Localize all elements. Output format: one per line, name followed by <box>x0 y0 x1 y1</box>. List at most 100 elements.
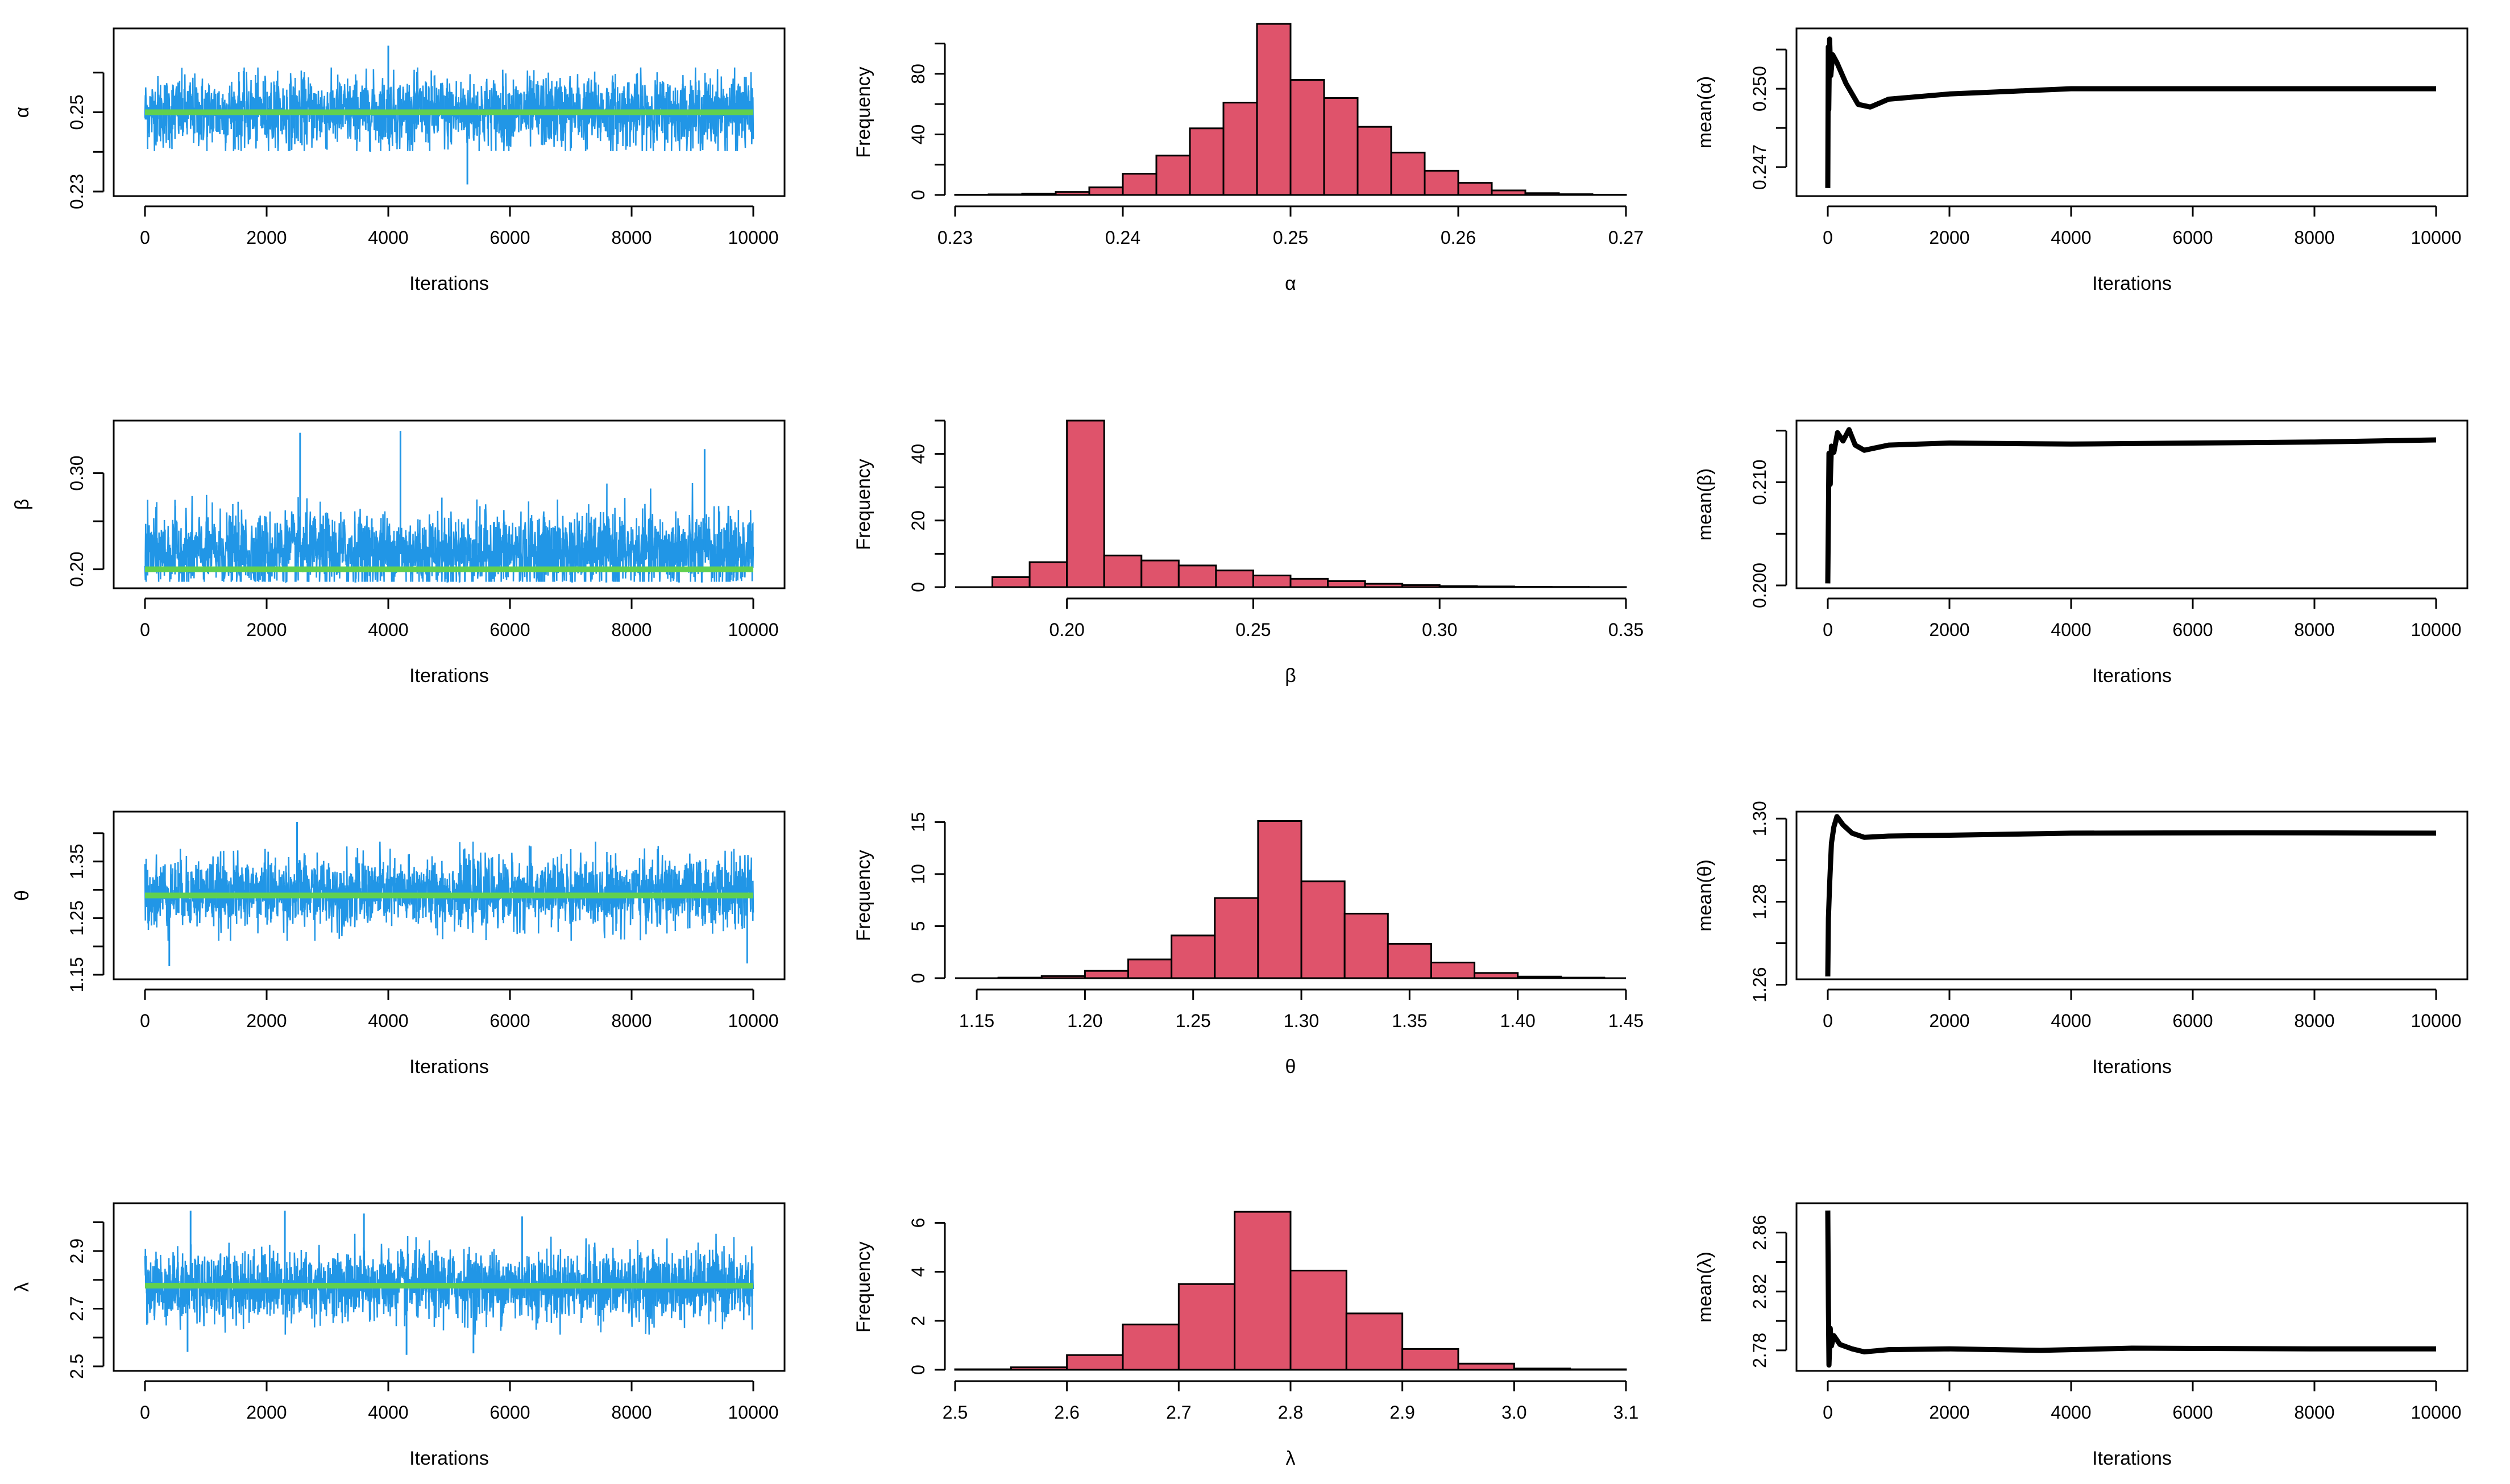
histogram-bar <box>991 576 1031 588</box>
running-mean-y-axis-label: mean(α) <box>1694 76 1716 148</box>
trace-line <box>144 67 754 152</box>
hist-1-y-tick-label: 0 <box>908 582 928 592</box>
hist-2-y-tick-label: 5 <box>908 921 928 932</box>
histogram-bar <box>1474 972 1519 979</box>
trace-3-y-tick-label: 2.5 <box>67 1354 87 1379</box>
histogram-bar <box>1257 820 1302 979</box>
mean-1-x-tick-label: 4000 <box>2051 620 2091 640</box>
histogram-bar <box>1387 943 1432 979</box>
trace-2-x-tick-label: 8000 <box>611 1011 652 1031</box>
trace-plot-frame <box>113 27 786 197</box>
histogram-bar <box>1177 564 1217 588</box>
trace-2-x-tick-label: 0 <box>140 1011 150 1031</box>
histogram-bar <box>1122 173 1157 196</box>
running-mean-y-axis-label: mean(λ) <box>1694 1252 1716 1323</box>
mean-3-x-tick-label: 2000 <box>1929 1402 1969 1423</box>
histogram-bar <box>1010 1366 1068 1371</box>
histogram-bar <box>1300 880 1346 979</box>
hist-0-y-tick-label: 80 <box>908 64 928 84</box>
mean-0-x-tick-label: 2000 <box>1929 227 1969 248</box>
trace-line <box>144 1233 754 1335</box>
mean-0-y-tick-label: 0.250 <box>1749 66 1770 111</box>
mean-3-x-tick-label: 0 <box>1823 1402 1833 1423</box>
histogram-bar <box>1256 23 1292 196</box>
histogram-bar <box>1323 97 1359 196</box>
mean-1-x-tick-label: 10000 <box>2411 620 2462 640</box>
mean-1-y-tick-label: 0.200 <box>1749 563 1770 608</box>
hist-1-x-tick-label: 0.30 <box>1422 620 1457 640</box>
trace-2-x-tick-label: 2000 <box>246 1011 287 1031</box>
mean-3-y-tick-label: 2.78 <box>1749 1333 1770 1368</box>
histogram-x-axis-label: β <box>1285 665 1296 687</box>
trace-3-x-tick-label: 4000 <box>368 1402 408 1423</box>
trace-3-x-tick-label: 10000 <box>728 1402 779 1423</box>
hist-1-x-tick-label: 0.25 <box>1235 620 1271 640</box>
hist-3-x-tick-label: 2.9 <box>1389 1402 1414 1423</box>
trace-0-x-tick-label: 8000 <box>611 227 652 248</box>
histogram-bar <box>954 1368 1012 1371</box>
trace-0-x-tick-label: 2000 <box>246 227 287 248</box>
histogram-bar <box>988 193 1023 196</box>
histogram-y-axis-label: Frequency <box>853 459 874 550</box>
hist-2-x-tick-label: 1.20 <box>1067 1011 1102 1031</box>
histogram-bar <box>1177 1283 1236 1371</box>
mean-2-x-tick-label: 4000 <box>2051 1011 2091 1031</box>
trace-1-x-tick-label: 4000 <box>368 620 408 640</box>
hist-1-y-tick-label: 20 <box>908 510 928 531</box>
mean-1-x-tick-label: 6000 <box>2172 620 2213 640</box>
histogram-bar <box>1517 975 1562 979</box>
hist-3-x-tick-label: 2.8 <box>1278 1402 1303 1423</box>
trace-plot: 0 2000 4000 6000 8000 10000 0.23 0.25 Iterations… <box>11 27 786 294</box>
hist-2-x-tick-label: 1.15 <box>959 1011 994 1031</box>
trace-3-y-tick-label: 2.7 <box>67 1296 87 1321</box>
histogram-bar <box>1438 585 1478 588</box>
mean-0-x-tick-label: 4000 <box>2051 227 2091 248</box>
hist-0-x-tick-label: 0.24 <box>1105 227 1140 248</box>
histogram-y-axis-label: Frequency <box>853 850 874 941</box>
hist-0-x-tick-label: 0.25 <box>1273 227 1308 248</box>
trace-line <box>144 483 754 584</box>
histogram-bar <box>1127 958 1173 979</box>
trace-plot: 0 2000 4000 6000 8000 10000 1.15 1.25 1.35 Iterat… <box>11 810 786 1078</box>
trace-0-y-tick-label: 0.23 <box>67 174 87 209</box>
hist-1-x-tick-label: 0.35 <box>1608 620 1644 640</box>
hist-2-x-tick-label: 1.35 <box>1392 1011 1427 1031</box>
histogram-bar <box>954 193 990 196</box>
histogram-bar <box>1189 127 1225 196</box>
histogram-bar <box>1345 1312 1404 1371</box>
hist-0-y-tick-label: 0 <box>908 190 928 200</box>
trace-3-x-tick-label: 2000 <box>246 1402 287 1423</box>
hist-0-x-tick-label: 0.26 <box>1441 227 1476 248</box>
hist-3-y-tick-label: 0 <box>908 1365 928 1375</box>
histogram-y-axis-label: Frequency <box>853 1241 874 1333</box>
hist-2-y-tick-label: 0 <box>908 973 928 983</box>
running-mean-x-axis-label: Iterations <box>2092 1448 2172 1469</box>
histogram-x-axis-label: α <box>1285 273 1296 294</box>
hist-2-x-tick-label: 1.40 <box>1500 1011 1536 1031</box>
trace-2-y-tick-label: 1.35 <box>67 844 87 879</box>
histogram-bar <box>1289 577 1329 588</box>
trace-0-x-tick-label: 0 <box>140 227 150 248</box>
histogram-bar <box>1356 126 1392 196</box>
mean-0-x-tick-label: 8000 <box>2294 227 2334 248</box>
trace-1-y-tick-label: 0.30 <box>67 455 87 490</box>
trace-0-x-tick-label: 6000 <box>489 227 530 248</box>
mean-3-x-tick-label: 6000 <box>2172 1402 2213 1423</box>
histogram-bar <box>1430 962 1476 979</box>
mean-2-x-tick-label: 6000 <box>2172 1011 2213 1031</box>
trace-2-y-tick-label: 1.25 <box>67 900 87 936</box>
hist-3-x-tick-label: 2.6 <box>1054 1402 1079 1423</box>
running-mean-line <box>1825 1210 2436 1368</box>
trace-1-x-tick-label: 6000 <box>489 620 530 640</box>
trace-0-y-tick-label: 0.25 <box>67 94 87 130</box>
mean-0-x-tick-label: 6000 <box>2172 227 2213 248</box>
histogram: 2.5 2.6 2.7 2.8 2.9 3.0 3.1 0 2 4 6 λ Frequency <box>853 1211 1638 1469</box>
mean-3-y-tick-label: 2.86 <box>1749 1215 1770 1250</box>
mean-0-x-tick-label: 10000 <box>2411 227 2462 248</box>
hist-3-x-tick-label: 2.5 <box>943 1402 968 1423</box>
histogram-bar <box>1066 1354 1124 1371</box>
mean-2-x-tick-label: 2000 <box>1929 1011 1969 1031</box>
mean-3-y-tick-label: 2.82 <box>1749 1274 1770 1309</box>
hist-1-y-tick-label: 40 <box>908 444 928 464</box>
trace-y-axis-label: θ <box>11 890 33 901</box>
